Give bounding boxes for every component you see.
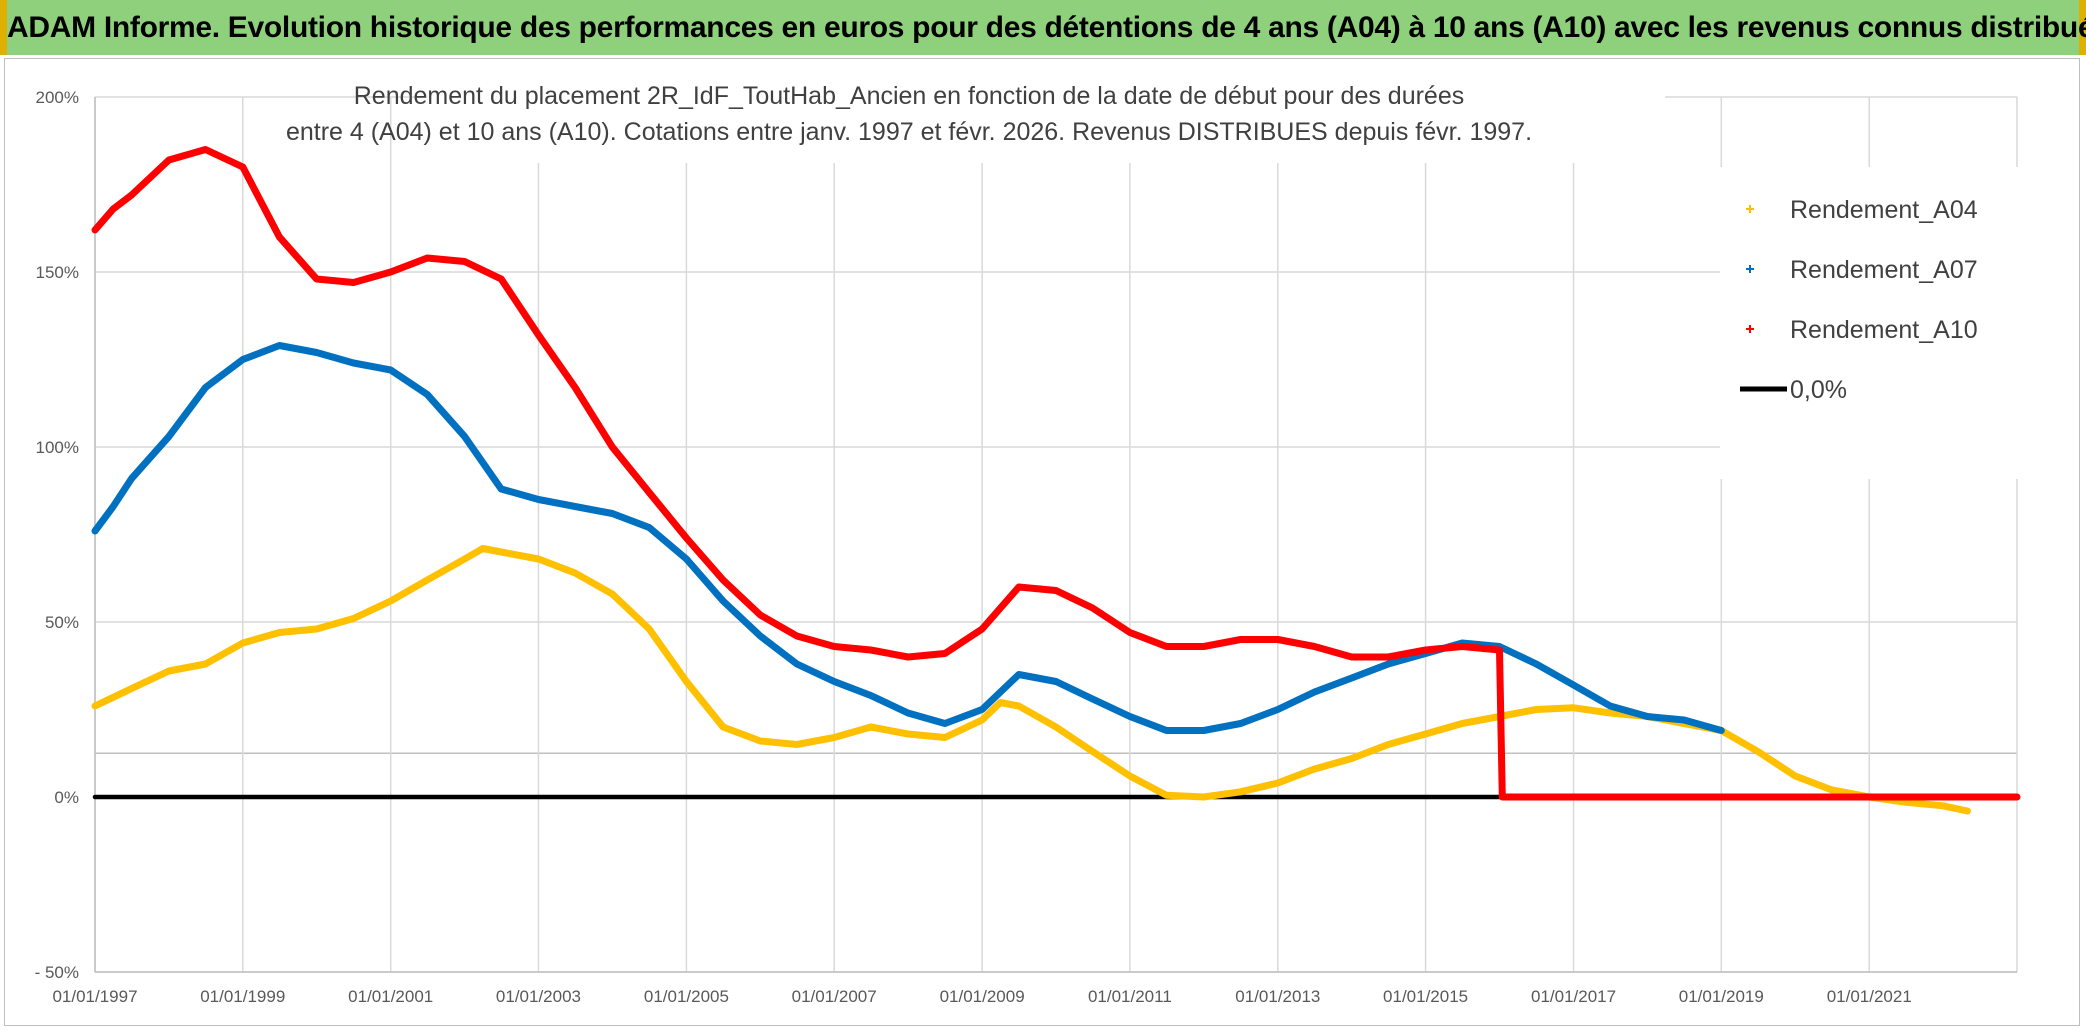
legend-label-rendement-a07: Rendement_A07 — [1790, 256, 1978, 284]
x-tick-label: 01/01/1997 — [52, 987, 137, 1006]
y-tick-label: 0% — [54, 788, 79, 807]
x-tick-label: 01/01/2017 — [1531, 987, 1616, 1006]
series-line-rendement-a07 — [91, 342, 1725, 734]
x-tick-label: 01/01/2005 — [644, 987, 729, 1006]
x-tick-label: 01/01/2007 — [792, 987, 877, 1006]
x-tick-label: 01/01/2015 — [1383, 987, 1468, 1006]
x-tick-label: 01/01/2011 — [1088, 987, 1172, 1006]
legend-marker-rendement-a04 — [1746, 205, 1754, 213]
x-axis-ticks: 01/01/1997 01/01/1999 01/01/2001 01/01/2003… — [52, 987, 1911, 1006]
y-tick-label: 100% — [36, 438, 79, 457]
chart-subtitle-line-2: entre 4 (A04) et 10 ans (A10). Cotations… — [286, 118, 1532, 146]
legend: Rendement_A04 Rendement_A07 Rendement_A10 0… — [1740, 196, 1978, 404]
x-tick-label: 01/01/2009 — [940, 987, 1025, 1006]
legend-marker-rendement-a10 — [1746, 325, 1754, 333]
y-axis-ticks: - 50% 0% 50% 100% 150% 200% — [35, 88, 79, 982]
y-tick-label: 150% — [36, 263, 79, 282]
series-line-rendement-a10 — [91, 146, 2021, 801]
page-title: ADAM Informe. Evolution historique des p… — [7, 11, 2086, 44]
line-chart: Rendement du placement 2R_IdF_ToutHab_An… — [35, 63, 2021, 1006]
legend-label-0-0-: 0,0% — [1790, 376, 1847, 404]
x-tick-label: 01/01/2013 — [1235, 987, 1320, 1006]
chart-subtitle-line-1: Rendement du placement 2R_IdF_ToutHab_An… — [354, 82, 1465, 110]
title-banner: ADAM Informe. Evolution historique des p… — [0, 0, 2086, 55]
legend-label-rendement-a04: Rendement_A04 — [1790, 196, 1978, 224]
chart-frame: Rendement du placement 2R_IdF_ToutHab_An… — [4, 58, 2080, 1026]
x-tick-label: 01/01/2019 — [1679, 987, 1764, 1006]
x-tick-label: 01/01/2003 — [496, 987, 581, 1006]
y-tick-label: 200% — [36, 88, 79, 107]
legend-marker-rendement-a07 — [1746, 265, 1754, 273]
y-tick-label: - 50% — [35, 963, 79, 982]
legend-background-box — [1720, 167, 2020, 479]
legend-label-rendement-a10: Rendement_A10 — [1790, 316, 1978, 344]
y-tick-label: 50% — [45, 613, 79, 632]
x-tick-label: 01/01/1999 — [200, 987, 285, 1006]
x-tick-label: 01/01/2001 — [348, 987, 433, 1006]
legend-background — [425, 63, 2020, 479]
subtitle-background — [425, 63, 1665, 163]
series-layer — [91, 146, 2021, 815]
x-tick-label: 01/01/2021 — [1827, 987, 1912, 1006]
